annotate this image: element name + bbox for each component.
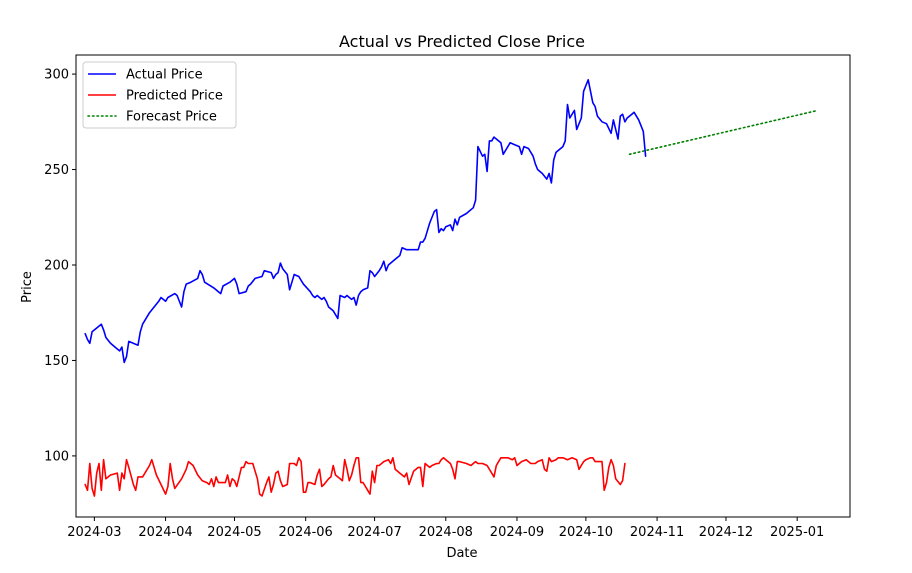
legend-box [82,61,237,129]
legend: Actual Price Predicted Price Forecast Pric… [82,61,237,129]
x-tick-label: 2024-05 [207,525,261,540]
y-axis-label: Price [20,271,35,303]
series-layer [84,79,819,497]
y-tick-label: 150 [44,354,69,369]
legend-label: Actual Price [126,68,203,83]
y-tick-label: 200 [44,259,69,274]
x-tick-label: 2024-08 [419,525,473,540]
x-tick-label: 2024-12 [699,525,753,540]
x-tick-label: 2024-11 [630,525,684,540]
legend-label: Predicted Price [126,89,223,104]
y-axis: 100 150 200 250 300 [44,68,76,464]
y-tick-label: 250 [44,163,69,178]
series-line-forecast-price [628,109,819,156]
chart-title: Actual vs Predicted Close Price [339,32,585,51]
x-tick-label: 2024-04 [138,525,192,540]
y-tick-label: 100 [44,449,69,464]
x-axis: 2024-03 2024-04 2024-05 2024-06 2024-07 2024-… [67,517,824,540]
legend-label: Forecast Price [126,110,217,125]
series-line-actual-price [84,79,647,364]
x-tick-label: 2024-06 [279,525,333,540]
x-tick-label: 2024-09 [490,525,544,540]
y-tick-label: 300 [44,68,69,83]
plot-frame [75,54,851,518]
x-tick-label: 2024-03 [67,525,121,540]
x-tick-label: 2025-01 [770,525,824,540]
x-tick-label: 2024-07 [347,525,401,540]
series-line-predicted-price [84,456,626,497]
x-axis-label: Date [446,546,477,561]
x-tick-label: 2024-10 [559,525,613,540]
